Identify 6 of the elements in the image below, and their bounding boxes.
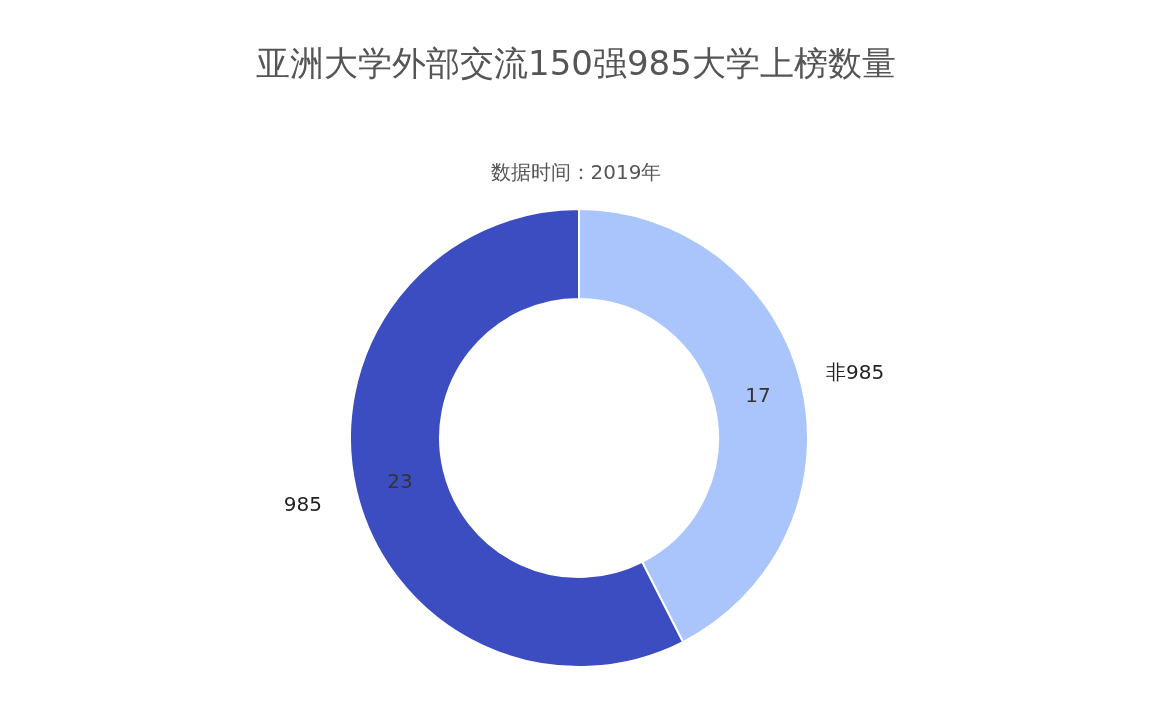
chart-subtitle: 数据时间：2019年: [490, 160, 662, 184]
chart-title: 亚洲大学外部交流150强985大学上榜数量: [256, 43, 896, 83]
slice-label: 985: [283, 492, 322, 517]
slice-label: 非985: [826, 359, 885, 384]
data-label: 23: [387, 468, 413, 493]
data-label: 17: [745, 383, 771, 408]
